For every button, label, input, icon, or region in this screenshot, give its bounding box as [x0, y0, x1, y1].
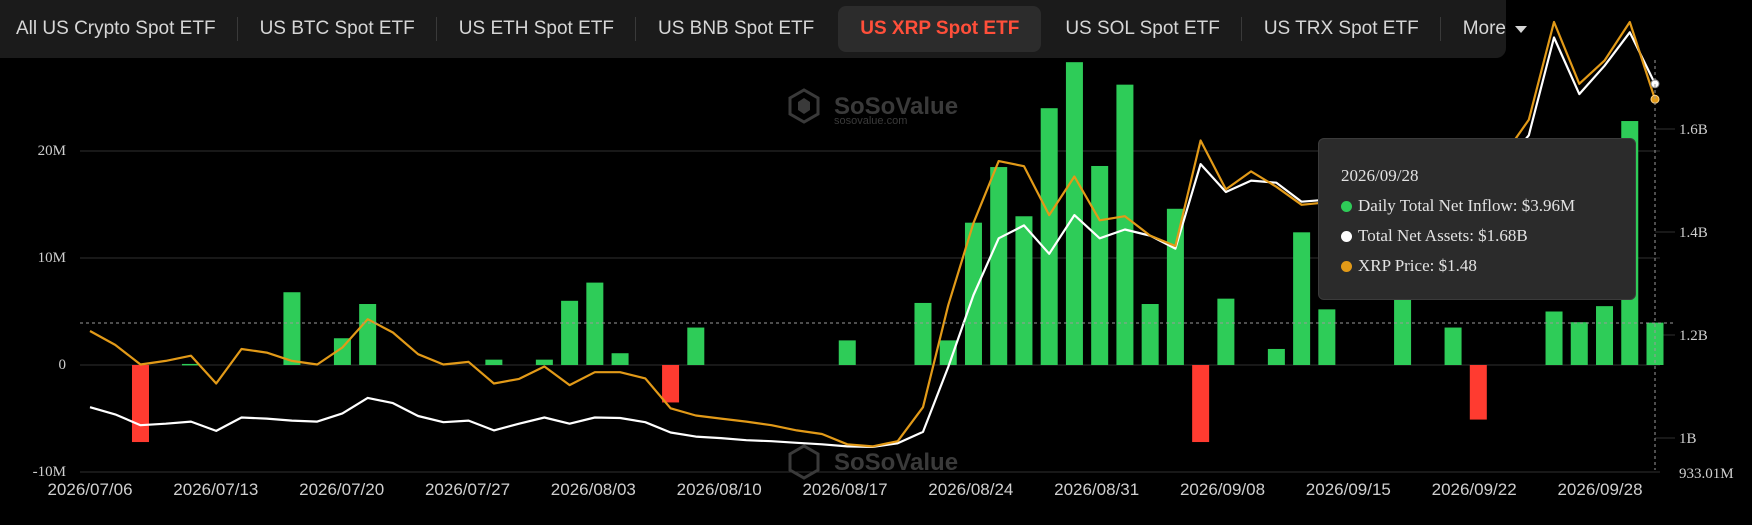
more-dropdown[interactable]: More: [1441, 0, 1549, 58]
inflow-bars: [131, 62, 1664, 443]
sosovalue-logo-icon: [788, 88, 820, 124]
x-tick-label: 2026/08/03: [551, 480, 636, 499]
watermark-brand: SoSoValue: [834, 93, 958, 120]
tab-us-trx-spot-etf[interactable]: US TRX Spot ETF: [1242, 0, 1441, 58]
tooltip-date: 2026/09/28: [1341, 166, 1419, 185]
tab-all-us-crypto-spot-etf[interactable]: All US Crypto Spot ETF: [0, 0, 238, 58]
inflow-bar: [1015, 216, 1033, 365]
x-tick-label: 2026/09/28: [1557, 480, 1642, 499]
left-tick-label: 20M: [38, 143, 66, 159]
inflow-bar: [1217, 298, 1235, 365]
inflow-bar: [1318, 309, 1336, 365]
inflow-bar: [1091, 165, 1109, 365]
inflow-bar: [1267, 348, 1285, 365]
x-tick-label: 2026/08/17: [802, 480, 887, 499]
inflow-bar: [1116, 84, 1134, 365]
axes: 20M 10M 0 -10M 1.6B 1.4B 1.2B 1B 933.01M 2026/07/…: [33, 60, 1734, 499]
x-tick-label: 2026/08/24: [928, 480, 1013, 499]
inflow-bar: [131, 365, 149, 443]
inflow-bar: [662, 365, 680, 403]
white-dot-icon: [1341, 230, 1352, 242]
inflow-bar: [990, 167, 1008, 365]
inflow-bar: [333, 338, 351, 365]
more-label: More: [1462, 18, 1506, 39]
inflow-bar: [1040, 108, 1058, 365]
x-tick-label: 2026/09/08: [1180, 480, 1265, 499]
inflow-bar: [283, 292, 301, 365]
x-tick-label: 2026/07/27: [425, 480, 510, 499]
inflow-bar: [1293, 232, 1311, 365]
tooltip-inflow: Daily Total Net Inflow: $3.96M: [1358, 196, 1576, 215]
inflow-bar: [485, 359, 503, 365]
inflow-bar: [687, 327, 705, 365]
green-dot-icon: [1341, 200, 1352, 212]
tooltip-assets: Total Net Assets: $1.68B: [1358, 226, 1528, 245]
orange-dot-icon: [1341, 260, 1352, 272]
x-tick-label: 2026/07/13: [173, 480, 258, 499]
right-tick-label: 1.2B: [1679, 328, 1708, 344]
left-tick-label: 0: [59, 357, 67, 373]
inflow-bar: [535, 359, 553, 365]
inflow-bar: [1444, 327, 1462, 365]
inflow-bar: [561, 300, 579, 365]
right-tick-label: 1.6B: [1679, 122, 1708, 138]
left-tick-label: -10M: [33, 464, 66, 480]
inflow-bar: [914, 302, 932, 365]
chevron-down-icon: [1514, 25, 1527, 33]
x-tick-label: 2026/07/06: [47, 480, 132, 499]
tab-us-sol-spot-etf[interactable]: US SOL Spot ETF: [1043, 0, 1242, 58]
inflow-bar: [1394, 290, 1412, 365]
right-tick-label: 1B: [1679, 431, 1697, 447]
right-tick-label: 1.4B: [1679, 225, 1708, 241]
sosovalue-logo-icon-bottom: [788, 444, 820, 480]
etf-tab-bar: All US Crypto Spot ETF US BTC Spot ETF U…: [0, 0, 1527, 58]
right-tick-label: 933.01M: [1679, 466, 1734, 482]
inflow-bar: [1166, 208, 1184, 365]
inflow-bar: [1596, 306, 1614, 365]
watermark-brand-bottom: SoSoValue: [834, 449, 958, 476]
x-tick-label: 2026/09/15: [1306, 480, 1391, 499]
tooltip-inflow-row: Daily Total Net Inflow: $3.96M: [1341, 196, 1575, 216]
chart-tooltip: 2026/09/28 Daily Total Net Inflow: $3.96…: [1318, 138, 1636, 300]
x-tick-label: 2026/09/22: [1432, 480, 1517, 499]
tooltip-price: XRP Price: $1.48: [1358, 256, 1477, 275]
inflow-bar: [838, 340, 856, 365]
tab-us-xrp-spot-etf[interactable]: US XRP Spot ETF: [838, 6, 1042, 52]
tooltip-assets-row: Total Net Assets: $1.68B: [1341, 226, 1528, 246]
inflow-bar: [359, 304, 377, 365]
inflow-bar: [1545, 311, 1563, 365]
tab-us-btc-spot-etf[interactable]: US BTC Spot ETF: [238, 0, 437, 58]
watermark-url: sosovalue.com: [834, 115, 907, 127]
tab-us-bnb-spot-etf[interactable]: US BNB Spot ETF: [657, 18, 815, 39]
tab-us-eth-spot-etf[interactable]: US ETH Spot ETF: [437, 0, 637, 58]
x-tick-label: 2026/08/10: [677, 480, 762, 499]
inflow-bar: [1570, 322, 1588, 365]
inflow-bar: [611, 353, 629, 365]
inflow-bar: [586, 282, 604, 365]
inflow-bar: [939, 340, 957, 365]
inflow-bar: [1141, 304, 1159, 365]
inflow-bar: [1065, 62, 1083, 365]
inflow-bar: [181, 363, 200, 366]
x-tick-label: 2026/08/31: [1054, 480, 1139, 499]
watermarks: SoSoValue sosovalue.com SoSoValue: [788, 88, 958, 480]
inflow-bar: [1469, 365, 1487, 420]
tooltip-price-row: XRP Price: $1.48: [1341, 256, 1477, 276]
x-tick-label: 2026/07/20: [299, 480, 384, 499]
left-tick-label: 10M: [38, 250, 66, 266]
inflow-bar: [1192, 365, 1210, 443]
